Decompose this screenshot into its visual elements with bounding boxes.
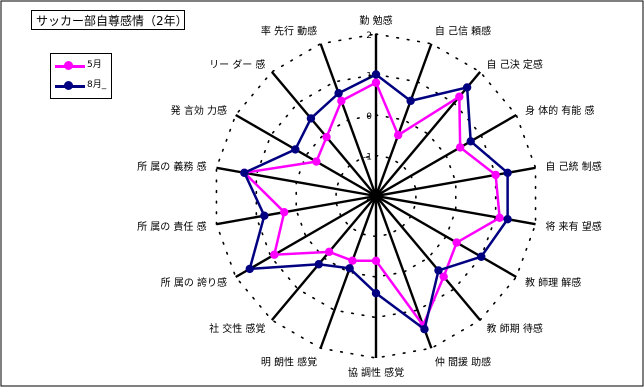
data-point-may (371, 256, 381, 265)
data-point-may (322, 132, 331, 142)
axis-spoke (374, 43, 433, 197)
legend: 5月 8月_ (50, 53, 112, 99)
legend-label-august: 8月_ (87, 80, 107, 90)
axis-spoke (216, 194, 377, 226)
axis-spoke (235, 194, 377, 279)
data-point-august (406, 96, 415, 106)
data-point-may (337, 96, 346, 106)
tick-label: 1 (366, 72, 372, 82)
axis-label: 自 己信 頼感 (435, 24, 491, 37)
data-point-may (439, 272, 448, 281)
legend-marker-may (64, 61, 73, 70)
axis-label: 身 体的 有能 感 (525, 104, 595, 117)
data-point-may (491, 170, 500, 180)
data-point-august (477, 252, 486, 261)
data-point-august (462, 83, 472, 92)
axis-label: 所 属の 誇り感 (161, 276, 227, 289)
data-point-may (455, 92, 464, 101)
axis-label: 発 言効 力感 (171, 104, 227, 117)
data-point-august (345, 264, 354, 273)
axis-label: 教 師期 待感 (487, 322, 543, 335)
data-point-may (348, 256, 357, 265)
axis-label: リー ダー 感 (209, 58, 265, 71)
axis-label: 社 交性 感覚 (209, 322, 265, 335)
data-point-august (420, 325, 429, 334)
data-point-may (324, 247, 334, 257)
axis-spoke (375, 71, 482, 197)
tick-label: 2 (366, 31, 372, 41)
legend-label-may: 5月 (87, 60, 102, 70)
data-point-may (495, 213, 504, 223)
axis-label: 仲 間援 助感 (435, 356, 491, 369)
data-point-august (503, 215, 512, 224)
legend-item-may: 5月 (51, 59, 111, 73)
data-point-may (371, 78, 381, 87)
data-point-august (245, 264, 254, 274)
data-point-august (371, 289, 381, 298)
data-point-may (312, 157, 321, 166)
axis-spoke (319, 43, 378, 197)
chart-title: サッカー部自尊感情（2年） (31, 10, 188, 30)
tick-label: -2 (363, 193, 372, 203)
axis-label: 将 来有 望感 (545, 220, 601, 233)
axis-spoke (235, 113, 377, 198)
axis-label: 自 己決 定感 (487, 58, 543, 71)
axis-spoke (270, 195, 377, 321)
data-point-august (291, 145, 300, 154)
axis-label: 所 属の 責任 感 (137, 220, 207, 233)
axis-label: 協 調性 感覚 (348, 366, 404, 379)
tick-label: 0 (366, 112, 372, 122)
axis-spoke (375, 195, 482, 321)
data-point-august (503, 168, 512, 177)
tick-label: -1 (363, 153, 372, 163)
axis-label: 率 先行 動感 (261, 24, 317, 37)
axis-label: 勤 勉感 (359, 14, 392, 27)
data-point-may (270, 250, 279, 259)
data-point-may (280, 207, 289, 217)
series-layer (240, 70, 512, 334)
axis-spoke (375, 194, 517, 279)
axis-label: 明 朗性 感覚 (261, 356, 317, 369)
axis-label: 自 己統 制感 (545, 160, 601, 173)
label-layer: -2 -1 0 1 2 勤 勉感自 己信 頼感自 己決 定感身 体的 有能 感自 己統 制… (137, 14, 602, 379)
axis-spoke (375, 113, 517, 198)
data-point-august (434, 266, 443, 275)
grid-layer (215, 33, 537, 359)
data-point-august (240, 168, 249, 177)
data-point-august (371, 70, 381, 79)
data-point-may (452, 238, 461, 247)
data-point-august (466, 137, 475, 146)
data-point-may (393, 130, 403, 140)
data-point-august (306, 114, 316, 123)
data-point-may (455, 143, 465, 152)
data-point-august (314, 260, 323, 269)
data-point-august (334, 89, 343, 98)
axis-label: 教 師理 解感 (525, 276, 581, 289)
axis-label: 所 属の 義務 感 (137, 160, 207, 173)
data-point-august (260, 211, 269, 220)
legend-item-august: 8月_ (51, 79, 111, 93)
legend-marker-august (64, 81, 73, 90)
